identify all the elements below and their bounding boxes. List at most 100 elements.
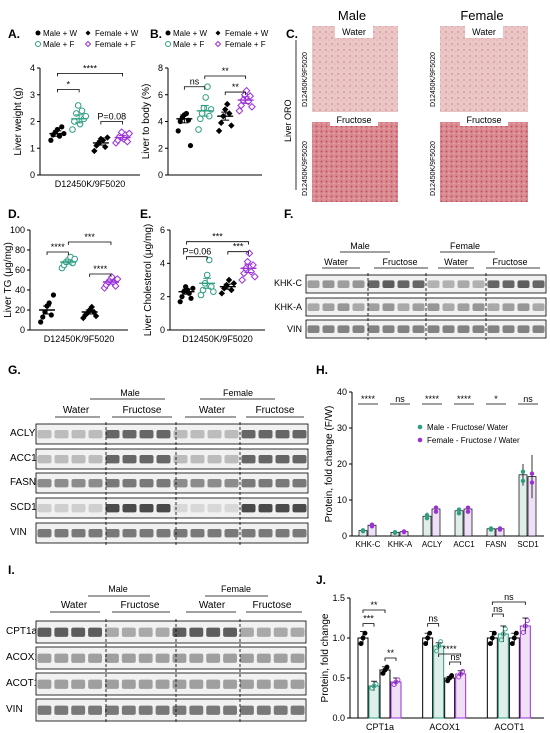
blot-band xyxy=(382,280,395,288)
significance-bracket xyxy=(449,661,462,665)
blot-band xyxy=(155,653,170,663)
x-axis-label: D12450K/9F5020 xyxy=(55,179,126,189)
significance-bracket xyxy=(227,251,249,255)
histology-caption-bg xyxy=(465,26,503,38)
blot-g-header-female: Female xyxy=(223,388,253,398)
bar xyxy=(455,673,467,719)
significance-label: ns xyxy=(523,394,533,404)
data-point xyxy=(520,469,526,474)
data-point xyxy=(522,623,528,629)
blot-band xyxy=(71,430,86,439)
panel-label-e: E. xyxy=(140,207,151,221)
blot-band xyxy=(54,627,69,637)
blot-f-row-label: KHK-A xyxy=(274,302,302,312)
blot-g-row-label: ACLY xyxy=(10,428,36,439)
blot-band xyxy=(122,504,137,513)
data-point xyxy=(200,104,208,112)
significance-bracket xyxy=(186,241,249,245)
y-tick-label: 40 xyxy=(337,387,347,397)
blot-band xyxy=(71,529,86,538)
y-axis-label: Protein, fold change (F/W) xyxy=(324,406,335,523)
data-point xyxy=(438,639,444,645)
blot-band xyxy=(427,325,440,333)
blot-band xyxy=(207,479,222,488)
significance-bracket xyxy=(186,256,208,260)
bar xyxy=(357,637,369,719)
blot-band xyxy=(290,627,305,637)
histology-genotype-label: D12450K/9F5020 xyxy=(430,52,437,107)
y-tick-label: 0 xyxy=(20,325,25,335)
blot-band xyxy=(190,504,205,513)
data-point xyxy=(243,257,252,266)
legend-marker-female xyxy=(417,437,423,443)
data-point xyxy=(104,134,111,141)
y-tick-label: 8 xyxy=(158,63,163,73)
blot-band xyxy=(275,479,290,488)
y-tick-label: 0.5 xyxy=(332,673,345,683)
blot-strip xyxy=(35,698,307,722)
significance-label: ** xyxy=(222,66,230,76)
legend-marker-female-w xyxy=(215,30,221,36)
blot-band xyxy=(397,280,410,288)
blot-g-row-label: FASN xyxy=(10,477,36,488)
panel-label-b: B. xyxy=(150,27,162,41)
blot-band xyxy=(442,303,455,311)
blot-band xyxy=(173,479,188,488)
blot-band xyxy=(37,705,52,715)
data-point xyxy=(71,118,78,125)
blot-band xyxy=(367,325,380,333)
blot-band xyxy=(382,303,395,311)
data-point xyxy=(210,288,217,295)
blot-band xyxy=(155,705,170,715)
data-point xyxy=(249,261,257,269)
blot-f-header-female: Female xyxy=(450,241,480,251)
data-point xyxy=(424,513,430,518)
blot-band xyxy=(138,705,153,715)
blot-band xyxy=(206,679,221,689)
blot-band xyxy=(241,479,256,488)
data-point xyxy=(246,92,255,100)
significance-label: ns xyxy=(190,77,200,87)
legend-label-female-w: Female + W xyxy=(95,29,139,38)
blot-g-header-water: Water xyxy=(63,405,90,416)
data-point xyxy=(247,267,256,276)
blot-band xyxy=(502,280,515,288)
blot-band xyxy=(275,455,290,464)
blot-g-header-fructose: Fructose xyxy=(123,405,162,416)
blot-band xyxy=(88,627,102,637)
bar xyxy=(519,625,531,719)
histology-caption-bg xyxy=(460,114,508,126)
blot-band xyxy=(71,479,86,488)
data-point xyxy=(59,124,65,130)
data-point xyxy=(395,677,401,683)
legend-marker-male-f xyxy=(165,41,171,47)
blot-band xyxy=(71,653,86,663)
blot-band xyxy=(275,504,290,513)
blot-band xyxy=(412,280,425,288)
data-point xyxy=(197,115,204,123)
data-point xyxy=(250,272,259,281)
data-point xyxy=(360,528,366,533)
blot-band xyxy=(322,325,335,333)
y-tick-label: 0 xyxy=(30,170,35,180)
blot-band xyxy=(290,653,305,663)
blot-band xyxy=(54,529,69,538)
data-point xyxy=(373,681,379,687)
blot-band xyxy=(412,303,425,311)
blot-band xyxy=(37,479,52,488)
y-tick-label: 0.0 xyxy=(332,713,345,723)
blot-band xyxy=(190,430,205,439)
blot-band xyxy=(173,529,188,538)
significance-bracket xyxy=(183,86,206,90)
blot-f-header-male: Male xyxy=(350,241,370,251)
data-point xyxy=(72,110,80,117)
data-point xyxy=(520,478,526,484)
data-point xyxy=(434,648,440,654)
blot-band xyxy=(337,325,350,333)
data-point xyxy=(99,137,107,144)
blot-g-row-label: ACC1 xyxy=(10,453,37,464)
data-point xyxy=(465,509,471,514)
blot-band xyxy=(224,455,239,464)
significance-bracket xyxy=(67,241,112,245)
significance-label: **** xyxy=(51,242,66,252)
